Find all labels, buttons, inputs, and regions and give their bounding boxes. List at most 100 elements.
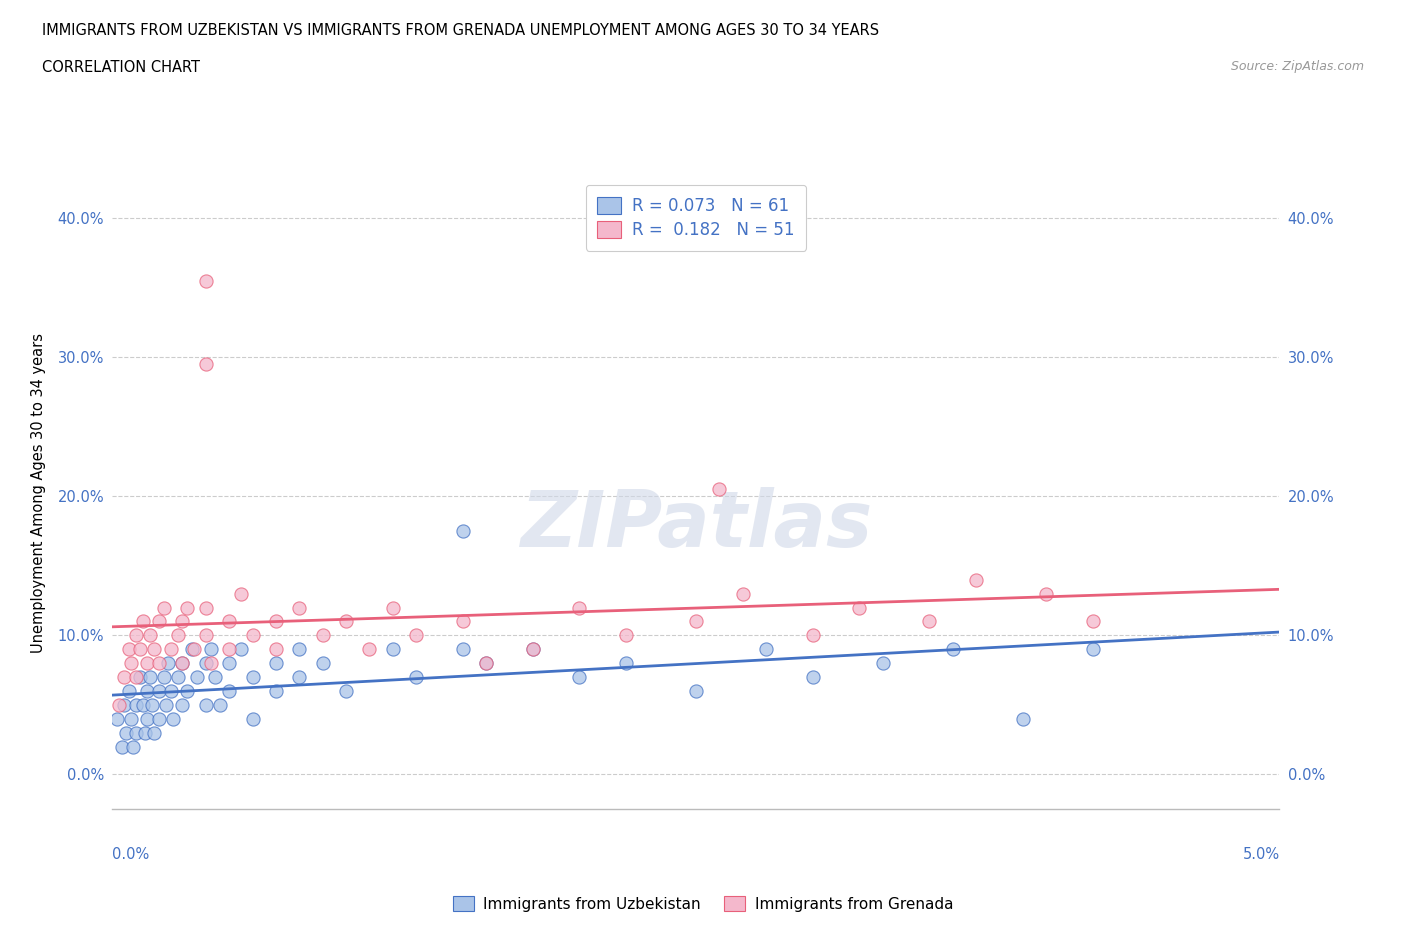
Point <box>288 600 311 615</box>
Point <box>242 670 264 684</box>
Point <box>288 642 311 657</box>
Point <box>1035 586 1057 601</box>
Point <box>264 684 287 698</box>
Point <box>475 656 498 671</box>
Point <box>614 656 637 671</box>
Point <box>160 642 183 657</box>
Point <box>264 614 287 629</box>
Point <box>148 711 170 726</box>
Point <box>172 614 194 629</box>
Point <box>381 642 404 657</box>
Point <box>136 656 159 671</box>
Point <box>218 656 240 671</box>
Point <box>183 642 205 657</box>
Point <box>381 600 404 615</box>
Point <box>125 670 148 684</box>
Point <box>475 656 498 671</box>
Point <box>1011 711 1033 726</box>
Text: CORRELATION CHART: CORRELATION CHART <box>42 60 200 75</box>
Point <box>218 642 240 657</box>
Point <box>288 670 311 684</box>
Point <box>186 670 208 684</box>
Point <box>134 725 156 740</box>
Point <box>848 600 870 615</box>
Point <box>801 670 824 684</box>
Text: 0.0%: 0.0% <box>112 847 149 862</box>
Point <box>194 656 217 671</box>
Point <box>118 642 141 657</box>
Point <box>335 614 357 629</box>
Point <box>157 656 180 671</box>
Point <box>166 628 188 643</box>
Point <box>153 670 176 684</box>
Point <box>311 628 333 643</box>
Point <box>872 656 894 671</box>
Point <box>139 670 162 684</box>
Point <box>125 628 148 643</box>
Point <box>112 670 135 684</box>
Text: Source: ZipAtlas.com: Source: ZipAtlas.com <box>1230 60 1364 73</box>
Point <box>685 614 707 629</box>
Point <box>405 628 427 643</box>
Point <box>148 614 170 629</box>
Point <box>204 670 226 684</box>
Point <box>136 711 159 726</box>
Point <box>359 642 381 657</box>
Point <box>125 698 148 712</box>
Point <box>1081 642 1104 657</box>
Point <box>194 357 217 372</box>
Point <box>129 670 152 684</box>
Point <box>311 656 333 671</box>
Point <box>105 711 128 726</box>
Point <box>139 628 162 643</box>
Point <box>125 725 148 740</box>
Point <box>176 600 198 615</box>
Point <box>194 600 217 615</box>
Point <box>111 739 134 754</box>
Point <box>229 642 252 657</box>
Point <box>918 614 941 629</box>
Point <box>176 684 198 698</box>
Point <box>160 684 183 698</box>
Point <box>451 614 474 629</box>
Point <box>118 684 141 698</box>
Point <box>731 586 754 601</box>
Point <box>148 684 170 698</box>
Point <box>108 698 131 712</box>
Point <box>405 670 427 684</box>
Point <box>522 642 544 657</box>
Point <box>208 698 231 712</box>
Point <box>153 600 176 615</box>
Point <box>755 642 778 657</box>
Point <box>685 684 707 698</box>
Y-axis label: Unemployment Among Ages 30 to 34 years: Unemployment Among Ages 30 to 34 years <box>31 333 46 653</box>
Point <box>136 684 159 698</box>
Point <box>180 642 202 657</box>
Point <box>218 684 240 698</box>
Point <box>1081 614 1104 629</box>
Point <box>141 698 163 712</box>
Point <box>166 670 188 684</box>
Point <box>194 628 217 643</box>
Point <box>264 656 287 671</box>
Point <box>155 698 177 712</box>
Point <box>242 711 264 726</box>
Legend: R = 0.073   N = 61, R =  0.182   N = 51: R = 0.073 N = 61, R = 0.182 N = 51 <box>585 185 807 250</box>
Point <box>264 642 287 657</box>
Point <box>451 524 474 538</box>
Point <box>162 711 184 726</box>
Point <box>229 586 252 601</box>
Legend: Immigrants from Uzbekistan, Immigrants from Grenada: Immigrants from Uzbekistan, Immigrants f… <box>447 889 959 918</box>
Point <box>568 670 591 684</box>
Point <box>451 642 474 657</box>
Point <box>172 698 194 712</box>
Point <box>120 711 142 726</box>
Point <box>942 642 965 657</box>
Point <box>218 614 240 629</box>
Point <box>709 482 731 497</box>
Point <box>965 572 987 587</box>
Text: 5.0%: 5.0% <box>1243 847 1279 862</box>
Point <box>522 642 544 657</box>
Text: IMMIGRANTS FROM UZBEKISTAN VS IMMIGRANTS FROM GRENADA UNEMPLOYMENT AMONG AGES 30: IMMIGRANTS FROM UZBEKISTAN VS IMMIGRANTS… <box>42 23 879 38</box>
Point <box>122 739 145 754</box>
